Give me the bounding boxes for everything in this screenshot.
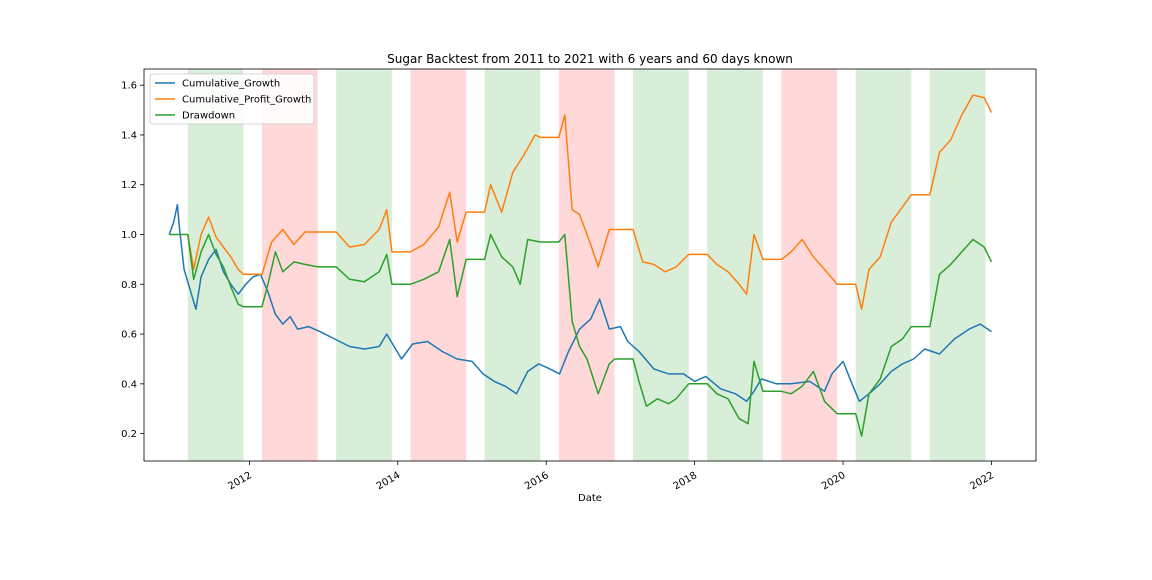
shaded-region-11 [929,69,986,461]
y-tick-label: 0.8 [121,280,137,291]
x-axis: 2012 2014 2016 2018 2020 2022 [226,461,996,492]
x-tick-label: 2016 [523,470,551,492]
y-tick-label: 1.4 [121,130,137,141]
shaded-region-7 [633,69,689,461]
shaded-region-3 [336,69,392,461]
legend-label: Cumulative_Profit_Growth [182,95,311,106]
legend: Cumulative_Growth Cumulative_Profit_Growt… [149,73,315,125]
y-tick-label: 1.0 [121,230,137,241]
y-axis: 0.2 0.4 0.6 0.8 1.0 1.2 1.4 1.6 [121,81,144,440]
series-line-drawdown [169,233,993,437]
series-line-cumulative-profit-growth [187,94,993,310]
shaded-regions [187,69,986,461]
shaded-region-5 [484,69,541,461]
y-tick-label: 0.4 [121,379,137,390]
shaded-region-10 [855,69,912,461]
shaded-region-4 [410,69,467,461]
y-tick-label: 1.6 [121,81,137,92]
x-tick-label: 2020 [820,470,848,492]
chart-title: Sugar Backtest from 2011 to 2021 with 6 … [387,52,793,66]
x-tick-label: 2012 [226,470,254,492]
series-lines [168,94,993,437]
x-axis-label: Date [578,493,602,504]
x-tick-label: 2014 [375,470,403,492]
y-tick-label: 0.6 [121,330,137,341]
plot-area-frame [143,68,1037,462]
series-line-cumulative-growth [168,203,992,403]
shaded-region-8 [707,69,763,461]
y-tick-label: 1.2 [121,180,137,191]
x-tick-label: 2022 [968,470,996,492]
y-tick-label: 0.2 [121,429,137,440]
shaded-region-9 [781,69,838,461]
legend-label: Drawdown [182,111,235,122]
legend-label: Cumulative_Growth [182,79,280,90]
legend-box [149,73,315,125]
x-tick-label: 2018 [672,470,700,492]
